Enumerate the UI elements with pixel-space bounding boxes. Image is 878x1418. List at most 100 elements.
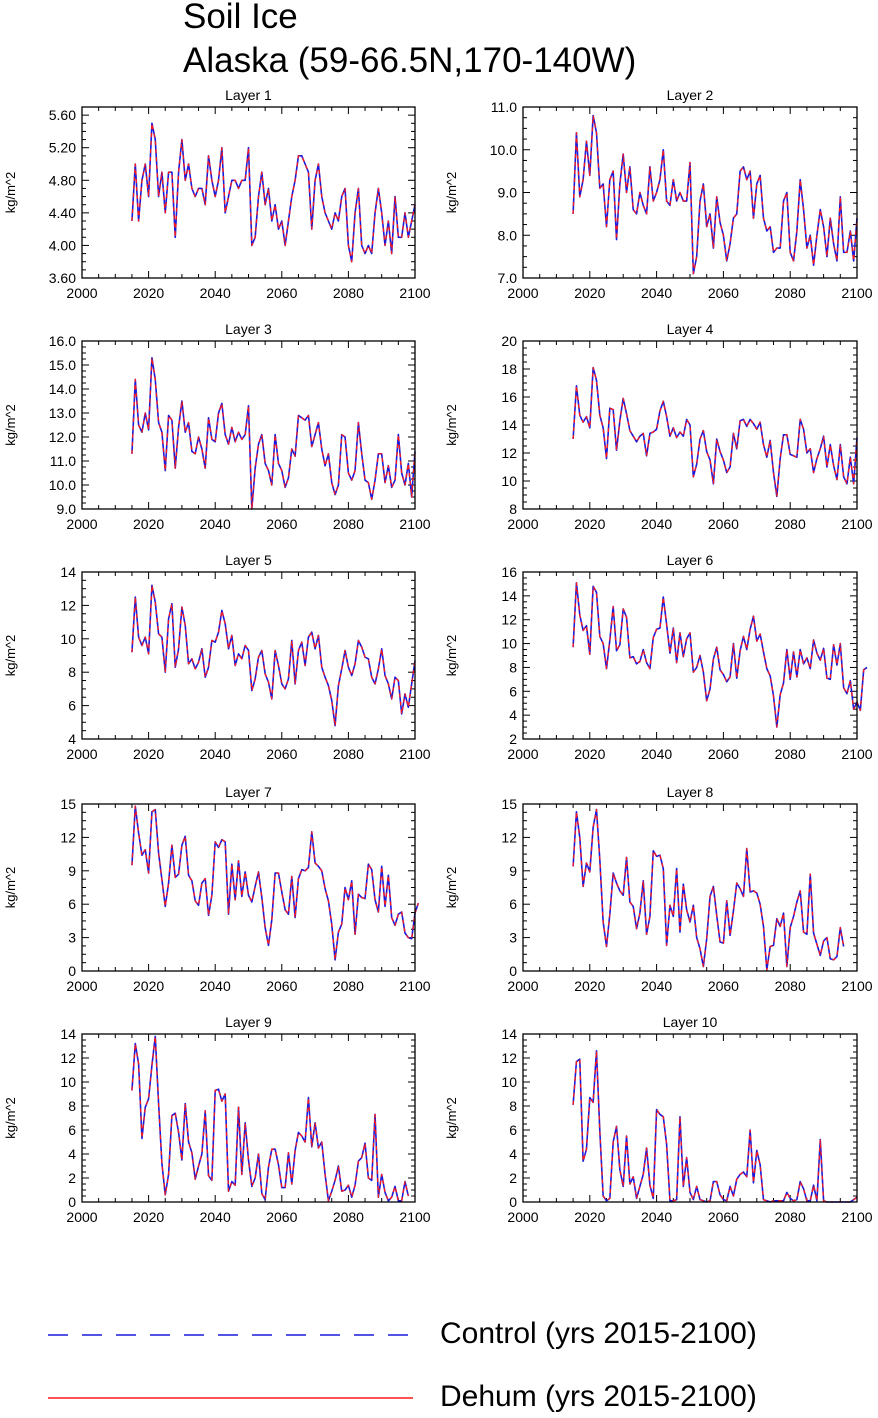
x-tick-label: 2020 <box>574 746 605 762</box>
y-tick-label: 4 <box>68 731 76 747</box>
y-tick-label: 9 <box>509 863 517 879</box>
panel-layer-10: Layer 10 kg/m^2 2000 2020 2040 2060 2080 2100 0 2… <box>444 1014 873 1225</box>
y-tick-label: 6 <box>509 1122 517 1138</box>
x-tick-label: 2000 <box>66 516 97 532</box>
series-dehum-line <box>131 805 419 961</box>
y-axis-label: kg/m^2 <box>444 867 459 909</box>
series-dehum-line <box>572 366 858 498</box>
y-tick-label: 9 <box>68 863 76 879</box>
y-tick-label: 6 <box>509 683 517 699</box>
x-tick-label: 2040 <box>200 516 231 532</box>
y-tick-label: 10 <box>501 636 517 652</box>
x-tick-label: 2040 <box>641 516 672 532</box>
y-tick-label: 8.0 <box>498 227 518 243</box>
x-tick-label: 2060 <box>708 285 739 301</box>
x-tick-label: 2080 <box>333 285 364 301</box>
y-tick-label: 14 <box>60 564 76 580</box>
plot-frame <box>81 1033 416 1203</box>
x-tick-label: 2080 <box>775 978 806 994</box>
plot-frame <box>522 571 858 740</box>
x-tick-label: 2060 <box>266 978 297 994</box>
panel-layer-1: Layer 1 kg/m^2 2000 2020 2040 2060 2080 2100 3.6… <box>3 87 431 301</box>
y-tick-label: 15 <box>501 796 517 812</box>
y-tick-label: 2 <box>509 731 517 747</box>
x-tick-label: 2000 <box>507 516 538 532</box>
series-dehum-line <box>572 808 845 971</box>
x-tick-label: 2040 <box>641 285 672 301</box>
y-tick-label: 4.80 <box>49 172 76 188</box>
x-tick-label: 2020 <box>574 978 605 994</box>
y-tick-label: 15.0 <box>49 357 76 373</box>
x-tick-label: 2000 <box>66 1209 97 1225</box>
y-tick-label: 4 <box>68 1146 76 1162</box>
y-tick-label: 9.0 <box>57 501 77 517</box>
x-tick-label: 2080 <box>333 1209 364 1225</box>
y-tick-label: 16.0 <box>49 333 76 349</box>
y-tick-label: 0 <box>68 963 76 979</box>
y-tick-label: 12 <box>501 445 517 461</box>
panel-title: Layer 9 <box>225 1014 272 1030</box>
panel-layer-6: Layer 6 kg/m^2 2000 2020 2040 2060 2080 2100 2 4 6… <box>444 552 873 762</box>
y-axis-label: kg/m^2 <box>3 1097 18 1139</box>
y-tick-label: 20 <box>501 333 517 349</box>
x-tick-label: 2020 <box>574 1209 605 1225</box>
y-tick-label: 12 <box>60 1050 76 1066</box>
series-control-line <box>131 122 416 263</box>
plot-frame <box>81 340 416 510</box>
panel-title: Layer 2 <box>667 87 714 103</box>
y-tick-label: 8 <box>509 501 517 517</box>
y-axis-label: kg/m^2 <box>3 867 18 909</box>
x-tick-label: 2020 <box>133 1209 164 1225</box>
x-tick-label: 2080 <box>775 516 806 532</box>
x-tick-label: 2000 <box>507 285 538 301</box>
y-axis-label: kg/m^2 <box>444 635 459 677</box>
y-tick-label: 14.0 <box>49 381 76 397</box>
y-tick-label: 10.0 <box>49 477 76 493</box>
x-tick-label: 2060 <box>266 285 297 301</box>
series-control-line <box>572 581 868 728</box>
series-control-line <box>131 805 420 961</box>
panel-layer-3: Layer 3 kg/m^2 2000 2020 2040 2060 2080 2100 9.0… <box>3 321 431 532</box>
panel-title: Layer 5 <box>225 552 272 568</box>
x-tick-label: 2020 <box>133 516 164 532</box>
x-tick-label: 2020 <box>574 285 605 301</box>
x-tick-label: 2100 <box>841 516 872 532</box>
y-tick-label: 2 <box>509 1170 517 1186</box>
x-tick-label: 2080 <box>333 978 364 994</box>
x-tick-label: 2040 <box>200 746 231 762</box>
panel-title: Layer 6 <box>667 552 714 568</box>
x-tick-label: 2060 <box>708 746 739 762</box>
series-dehum-line <box>572 582 868 728</box>
x-tick-label: 2000 <box>66 978 97 994</box>
x-tick-label: 2080 <box>333 516 364 532</box>
y-tick-label: 4.00 <box>49 237 76 253</box>
legend-dehum-line <box>48 1397 413 1399</box>
x-tick-label: 2080 <box>333 746 364 762</box>
plot-frame <box>522 1033 858 1203</box>
figure-subtitle: Alaska (59-66.5N,170-140W) <box>183 41 637 80</box>
figure-title: Soil Ice <box>183 0 298 36</box>
panel-title: Layer 1 <box>225 87 272 103</box>
x-tick-label: 2100 <box>399 978 430 994</box>
series-control-line <box>572 808 845 971</box>
x-tick-label: 2060 <box>266 516 297 532</box>
y-tick-label: 18 <box>501 361 517 377</box>
y-axis-label: kg/m^2 <box>3 404 18 446</box>
x-tick-label: 2040 <box>200 978 231 994</box>
y-tick-label: 12 <box>501 1050 517 1066</box>
y-tick-label: 10.0 <box>490 142 517 158</box>
x-tick-label: 2040 <box>200 1209 231 1225</box>
x-tick-label: 2100 <box>399 746 430 762</box>
series-dehum-line <box>131 584 416 727</box>
series-dehum-line <box>572 114 858 275</box>
panel-title: Layer 7 <box>225 784 272 800</box>
plot-frame <box>81 571 416 740</box>
series-control-line <box>131 1035 410 1202</box>
x-tick-label: 2060 <box>266 746 297 762</box>
x-tick-label: 2000 <box>507 978 538 994</box>
panel-title: Layer 8 <box>667 784 714 800</box>
plot-frame <box>81 106 416 279</box>
x-tick-label: 2080 <box>775 1209 806 1225</box>
y-tick-label: 14 <box>501 417 517 433</box>
